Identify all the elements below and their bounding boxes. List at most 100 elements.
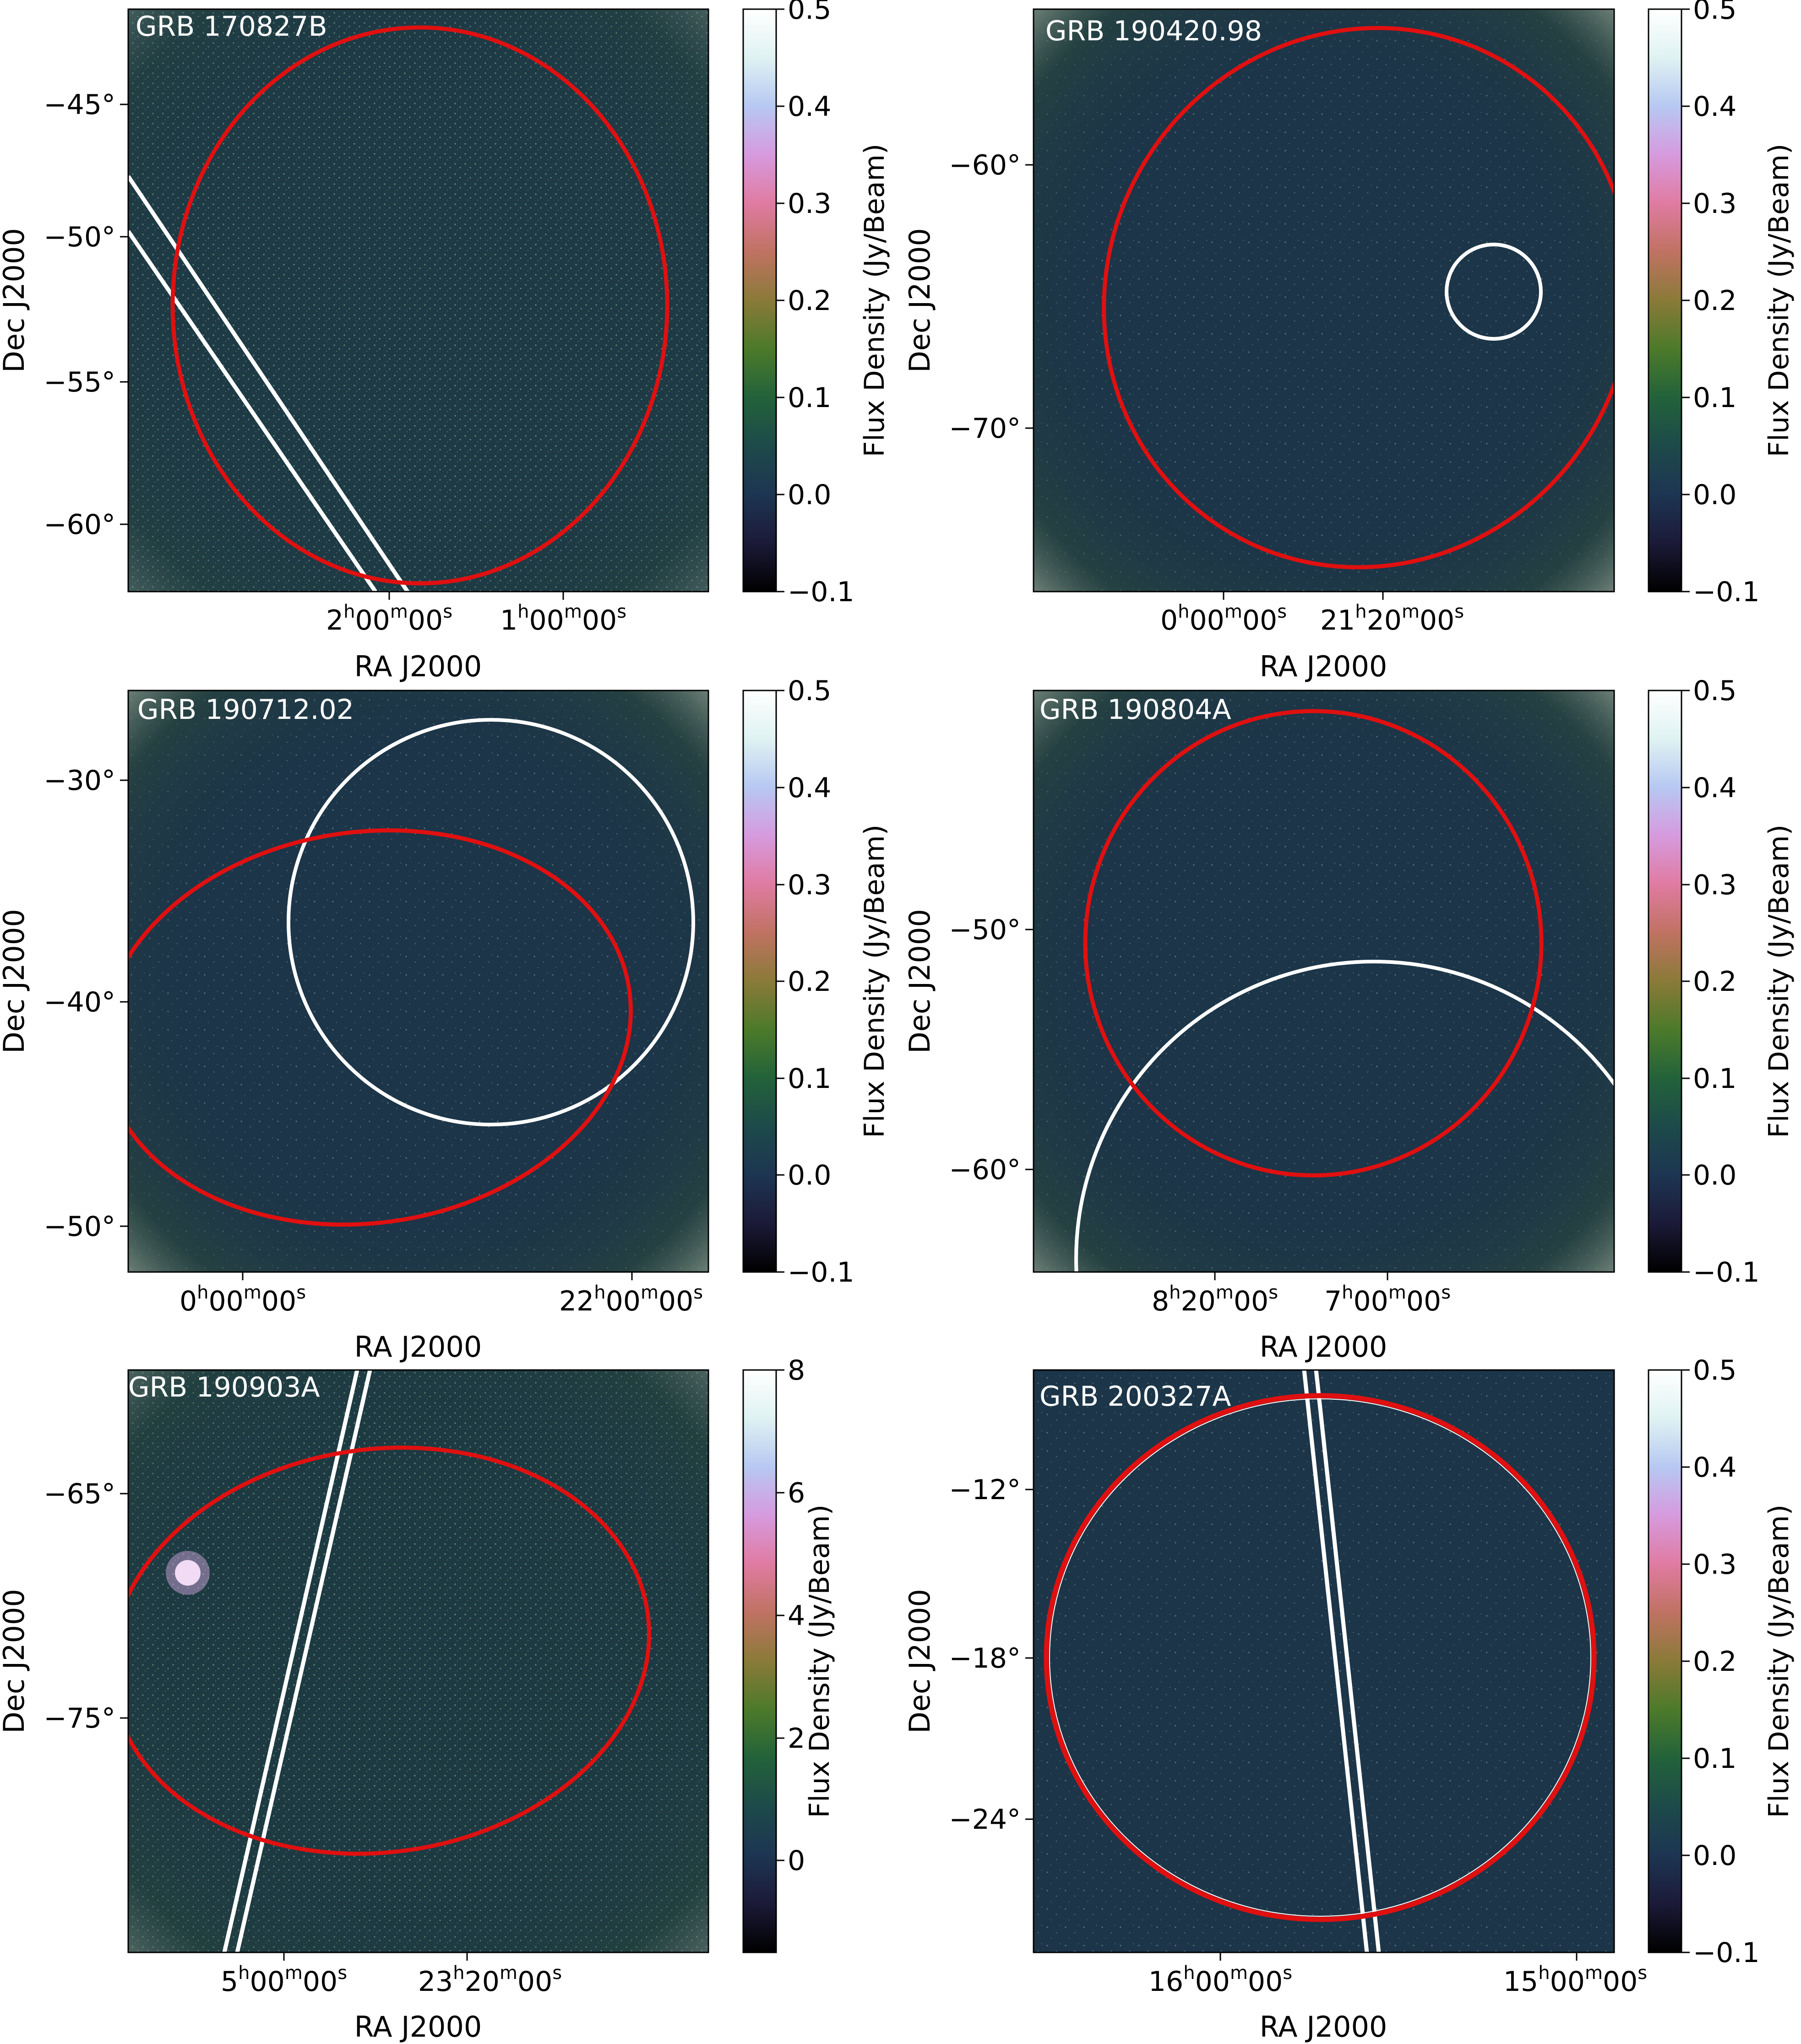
overlay-line: [128, 175, 409, 592]
error-ellipse: [128, 828, 633, 1227]
colorbar: 0.5 0.4 0.3 0.2 0.1 0.0 −0.1 Flux Densit…: [742, 0, 891, 608]
colorbar-tick-label: 0.1: [1693, 1063, 1736, 1095]
colorbar-tick-label: −0.1: [788, 1256, 854, 1288]
y-axis-label: Dec J2000: [0, 909, 31, 1054]
y-tick-label: −12°: [949, 1474, 1021, 1506]
y-axis: −30° −40° −50° Dec J2000: [0, 765, 128, 1243]
colorbar-tick-label: −0.1: [788, 576, 854, 608]
error-ellipse: [128, 1446, 651, 1856]
edge-vignette: [1034, 690, 1614, 1272]
colorbar-gradient: [1648, 690, 1682, 1273]
edge-vignette: [1034, 9, 1614, 592]
x-axis-label: RA J2000: [354, 650, 482, 683]
y-axis: −50° −60° Dec J2000: [903, 909, 1034, 1186]
y-axis-label: Dec J2000: [903, 228, 936, 373]
colorbar-tick-label: 0.2: [788, 285, 831, 317]
colorbar-tick-label: 0.0: [1693, 1159, 1736, 1191]
panel-label: GRB 200327A: [1039, 1381, 1231, 1413]
colorbar-tick-label: 0.3: [1693, 869, 1736, 901]
y-axis-label: Dec J2000: [0, 228, 31, 373]
panel-grb-190420-98: GRB 190420.98 −60° −70° Dec J2000 0h00m0…: [903, 0, 1795, 683]
panel-grb-200327a: GRB 200327A −12° −18° −24° Dec J2000 16h…: [903, 1354, 1795, 2044]
colorbar-tick-label: 0.4: [1693, 1451, 1736, 1484]
colorbar-tick-label: −0.1: [1693, 1256, 1760, 1288]
sky-image: [128, 9, 708, 592]
x-axis: 8h20m00s 7h00m00s RA J2000: [1152, 1272, 1451, 1364]
panel-grb-170827b: GRB 170827B −45° −50° −55° −60° Dec J200…: [0, 0, 891, 683]
colorbar-tick-label: 0.3: [788, 188, 831, 220]
colorbar-label: Flux Density (Jy/Beam): [1763, 1505, 1795, 1818]
y-tick-label: −60°: [44, 509, 115, 541]
y-tick-label: −50°: [949, 914, 1021, 946]
colorbar-tick-label: 0.5: [1693, 1354, 1736, 1386]
error-ellipse: [1044, 1393, 1597, 1922]
error-ellipse-inner: [1049, 1398, 1591, 1917]
colorbar-tick-label: 0.0: [788, 1159, 831, 1191]
y-tick-label: −40°: [44, 986, 115, 1018]
y-axis-label: Dec J2000: [903, 909, 936, 1054]
x-tick-label: 22h00m00s: [559, 1282, 703, 1317]
colorbar-tick-label: −0.1: [1693, 576, 1760, 608]
bright-source-halo: [166, 1551, 210, 1595]
colorbar-tick-label: 6: [788, 1477, 805, 1509]
x-tick-label: 16h00m00s: [1148, 1962, 1292, 1998]
y-axis: −12° −18° −24° Dec J2000: [903, 1474, 1034, 1836]
x-axis: 2h00m00s 1h00m00s RA J2000: [326, 592, 626, 683]
x-tick-label: 5h00m00s: [221, 1962, 347, 1998]
plot-frame: [1033, 690, 1615, 1273]
colorbar-gradient: [742, 8, 777, 593]
x-tick-label: 0h00m00s: [1160, 601, 1287, 636]
colorbar-tick-label: 0.3: [1693, 188, 1736, 220]
error-ellipse: [170, 25, 669, 586]
x-axis: 0h00m00s 21h20m00s RA J2000: [1160, 592, 1464, 683]
colorbar-tick-label: 0.1: [788, 382, 831, 414]
colorbar-tick-label: 0.4: [1693, 772, 1736, 804]
colorbar-tick-label: 0.4: [788, 91, 831, 123]
overlay-line: [222, 1370, 359, 1952]
colorbar-gradient: [1648, 8, 1682, 593]
bright-source: [175, 1560, 201, 1586]
panel-grb-190804a: GRB 190804A −50° −60° Dec J2000 8h20m00s…: [903, 675, 1795, 1364]
panel-label: GRB 190420.98: [1045, 15, 1262, 47]
sky-image: [1034, 1370, 1614, 1952]
edge-vignette: [128, 690, 708, 1272]
error-ellipse: [1102, 26, 1614, 570]
error-ellipse: [1083, 709, 1544, 1178]
y-tick-label: −55°: [44, 366, 115, 398]
plot-frame: [1033, 1369, 1615, 1953]
colorbar-tick-label: 0.2: [1693, 285, 1736, 317]
panel-label: GRB 170827B: [136, 11, 327, 43]
colorbar: 0.5 0.4 0.3 0.2 0.1 0.0 −0.1 Flux Densit…: [1648, 1354, 1795, 1969]
colorbar-tick-label: 0.2: [788, 966, 831, 998]
colorbar-tick-label: −0.1: [1693, 1937, 1760, 1969]
x-axis-label: RA J2000: [354, 2010, 482, 2044]
x-tick-label: 7h00m00s: [1324, 1282, 1451, 1317]
y-tick-label: −60°: [949, 149, 1021, 181]
localization-circle: [1445, 243, 1543, 341]
plot-frame: [127, 690, 709, 1273]
overlay-line: [235, 1370, 372, 1952]
y-tick-label: −50°: [44, 1211, 115, 1243]
x-axis: 5h00m00s 23h20m00s RA J2000: [221, 1952, 562, 2044]
sky-image: [128, 690, 708, 1272]
y-tick-label: −50°: [44, 221, 115, 253]
x-axis-label: RA J2000: [1260, 2010, 1387, 2044]
colorbar-tick-label: 0.1: [1693, 1743, 1736, 1775]
plot-frame: [127, 1369, 709, 1953]
colorbar-tick-label: 8: [788, 1354, 805, 1386]
colorbar-gradient: [742, 690, 777, 1273]
x-tick-label: 23h20m00s: [418, 1962, 562, 1998]
x-axis: 16h00m00s 15h00m00s RA J2000: [1148, 1952, 1647, 2044]
x-tick-label: 21h20m00s: [1320, 601, 1464, 636]
y-tick-label: −65°: [44, 1478, 115, 1510]
y-tick-label: −30°: [44, 765, 115, 797]
colorbar-tick-label: 0.3: [788, 869, 831, 901]
panel-grb-190712-02: GRB 190712.02 −30° −40° −50° Dec J2000 0…: [0, 675, 891, 1364]
y-axis: −65° −75° Dec J2000: [0, 1478, 128, 1734]
edge-vignette: [128, 1370, 708, 1952]
colorbar-label: Flux Density (Jy/Beam): [804, 1505, 836, 1818]
colorbar-label: Flux Density (Jy/Beam): [859, 825, 891, 1138]
x-tick-label: 2h00m00s: [326, 601, 452, 636]
colorbar-tick-label: 0.4: [788, 772, 831, 804]
